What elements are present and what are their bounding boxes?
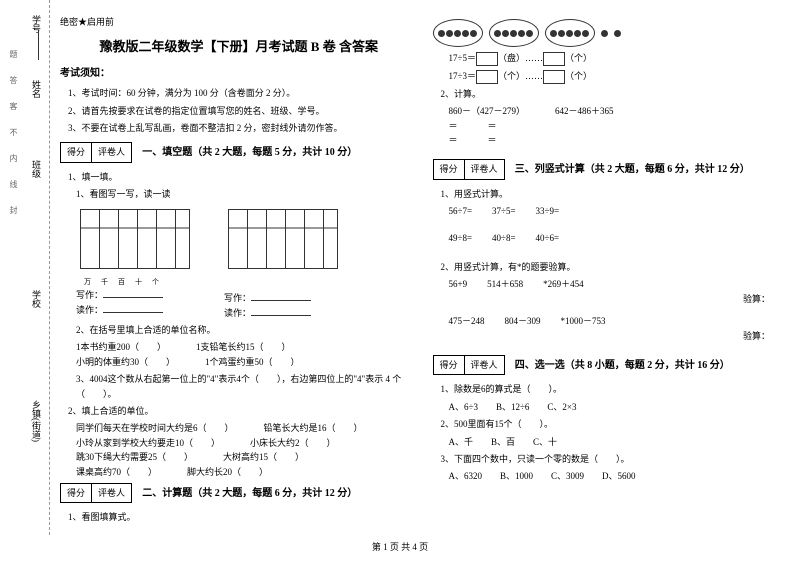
score-box-1: 得分评卷人 bbox=[60, 142, 132, 162]
s3-q1: 1、用竖式计算。 bbox=[441, 187, 791, 201]
s1-q1-3: 3、4004这个数从右起第一位上的"4"表示4个（ ），右边第四位上的"4"表示… bbox=[76, 372, 418, 401]
section-4-title: 四、选一选（共 8 小题，每题 2 分，共计 16 分） bbox=[515, 360, 730, 371]
s2-q2: 2、计算。 bbox=[441, 87, 791, 101]
s4-q1-opts: A、6÷3 B、12÷6 C、2×3 bbox=[449, 400, 791, 414]
section-1-title: 一、填空题（共 2 大题，每题 5 分，共计 10 分） bbox=[142, 147, 357, 158]
secret-mark: 绝密★启用前 bbox=[60, 15, 418, 29]
s1-q1-2: 2、在括号里填上合适的单位名称。 bbox=[76, 323, 418, 337]
s4-q3-opts: A、6320 B、1000 C、3009 D、5600 bbox=[449, 469, 791, 483]
right-column: 17÷5＝（盘）……（个） 17÷3＝（个）……（个） 2、计算。 860－（4… bbox=[433, 15, 791, 530]
notice-3: 3、不要在试卷上乱写乱画，卷面不整洁扣 2 分，密封线外请勿作答。 bbox=[68, 121, 418, 135]
notice-1: 1、考试时间：60 分钟，满分为 100 分（含卷面分 2 分）。 bbox=[68, 86, 418, 100]
notice-head: 考试须知： bbox=[60, 66, 418, 82]
s1-q1-1: 1、看图写一写，读一读 bbox=[76, 187, 418, 201]
s4-q2-opts: A、千 B、百 C、十 bbox=[449, 435, 791, 449]
s1-q2: 2、填上合适的单位。 bbox=[68, 404, 418, 418]
s1-q1: 1、填一填。 bbox=[68, 170, 418, 184]
notice-2: 2、请首先按要求在试卷的指定位置填写您的姓名、班级、学号。 bbox=[68, 104, 418, 118]
page-footer: 第 1 页 共 4 页 bbox=[0, 535, 800, 558]
exam-title: 豫教版二年级数学【下册】月考试题 B 卷 含答案 bbox=[60, 37, 418, 58]
s2-q1: 1、看图填算式。 bbox=[68, 510, 418, 524]
section-3-title: 三、列竖式计算（共 2 大题，每题 6 分，共计 12 分） bbox=[515, 164, 750, 175]
cutline-text: 题 答 客 不 内 线 封 bbox=[8, 50, 19, 222]
label-class: 班级 bbox=[30, 160, 43, 178]
left-column: 绝密★启用前 豫教版二年级数学【下册】月考试题 B 卷 含答案 考试须知： 1、… bbox=[60, 15, 418, 530]
abacus-icon bbox=[80, 209, 190, 269]
label-town: 乡镇(街道) bbox=[30, 400, 43, 442]
label-name: 姓名 bbox=[30, 80, 43, 98]
score-box-2: 得分评卷人 bbox=[60, 483, 132, 503]
s4-q1: 1、除数是6的算式是（ ）。 bbox=[441, 382, 791, 396]
binding-margin: 学号 姓名 班级 学校 乡镇(街道) 题 答 客 不 内 线 封 bbox=[0, 0, 50, 535]
s4-q2: 2、500里面有15个（ ）。 bbox=[441, 417, 791, 431]
apple-plates-icon bbox=[433, 19, 791, 47]
score-box-4: 得分评卷人 bbox=[433, 355, 505, 375]
label-school: 学校 bbox=[30, 290, 43, 308]
score-box-3: 得分评卷人 bbox=[433, 159, 505, 179]
s3-q2: 2、用竖式计算，有*的题要验算。 bbox=[441, 260, 791, 274]
s4-q3: 3、下面四个数中，只读一个零的数是（ ）。 bbox=[441, 452, 791, 466]
abacus-icon bbox=[228, 209, 338, 269]
section-2-title: 二、计算题（共 2 大题，每题 6 分，共计 12 分） bbox=[142, 488, 357, 499]
